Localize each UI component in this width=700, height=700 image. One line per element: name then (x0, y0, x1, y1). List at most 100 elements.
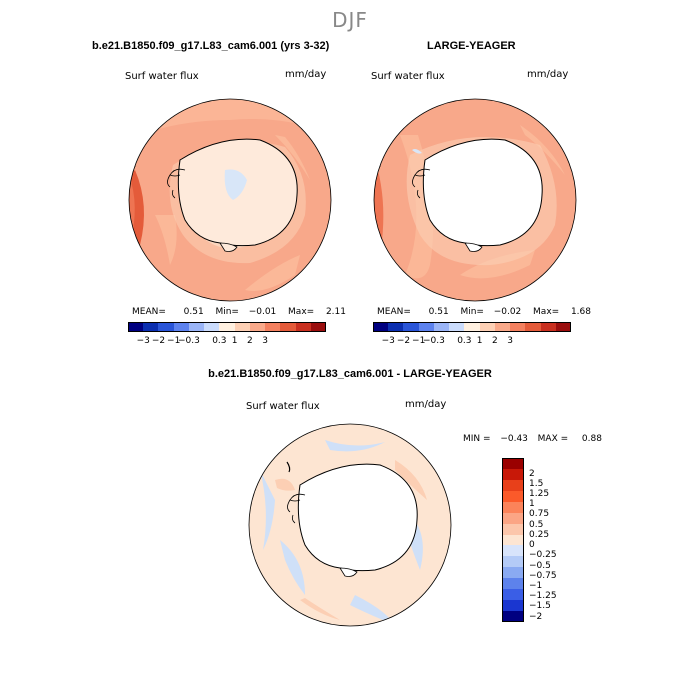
panel-b-colorbar-swatch (540, 322, 557, 332)
diff-colorbar-swatch (502, 512, 524, 525)
panel-a-max-label: Max= (288, 307, 315, 317)
panel-b-colorbar-label: 0.3 (457, 336, 472, 346)
diff-colorbar-swatch (502, 589, 524, 601)
diff-panel-title: b.e21.B1850.f09_g17.L83_cam6.001 - LARGE… (208, 368, 492, 380)
diff-colorbar-label: −0.25 (529, 550, 557, 561)
panel-b-colorbar-swatch (418, 322, 435, 332)
diff-colorbar-swatch (502, 600, 524, 612)
panel-a-min-value: −0.01 (248, 307, 277, 317)
panel-b-colorbar-swatch (388, 322, 404, 332)
panel-b-colorbar-swatch (403, 322, 420, 332)
panel-b-colorbar-label: −3 (381, 336, 395, 346)
diff-colorbar-label: 0 (529, 540, 535, 551)
panel-a-colorbar-swatch (128, 322, 144, 332)
diff-colorbar-swatch (502, 567, 524, 579)
panel-b-colorbar-label: 3 (507, 336, 513, 346)
diff-colorbar-label: 1.25 (529, 489, 550, 500)
panel-a-variable: Surf water flux (125, 71, 199, 82)
panel-a-colorbar (128, 322, 327, 332)
panel-a-title: b.e21.B1850.f09_g17.L83_cam6.001 (yrs 3-… (92, 40, 330, 52)
diff-colorbar-label: 1 (529, 499, 535, 510)
panel-a-colorbar-label: −3 (136, 336, 150, 346)
panel-b-colorbar-swatch (525, 322, 542, 332)
diff-panel-variable: Surf water flux (246, 401, 320, 412)
diff-colorbar-swatch (502, 479, 524, 492)
panel-b-colorbar-swatch (373, 322, 389, 332)
diff-colorbar-label: −2 (529, 611, 543, 622)
diff-colorbar-label: 0.5 (529, 519, 544, 530)
diff-colorbar-swatch (502, 545, 524, 557)
diff-colorbar-label: −1.25 (529, 591, 557, 602)
diff-min-label: MIN = (463, 434, 491, 444)
season-title: DJF (332, 8, 368, 32)
panel-a-colorbar-swatch (219, 322, 236, 332)
panel-b-variable: Surf water flux (371, 71, 445, 82)
diff-antarctica (297, 463, 418, 572)
panel-a-units: mm/day (285, 69, 327, 80)
panel-b-colorbar-label: −2 (396, 336, 411, 346)
diff-colorbar-label: −1 (529, 580, 543, 591)
diff-colorbar-label: 1.5 (529, 478, 544, 489)
panel-a-colorbar-swatch (188, 322, 205, 332)
diff-panel-units: mm/day (405, 399, 447, 410)
panel-b-units: mm/day (527, 69, 569, 80)
diff-colorbar-label: 0.25 (529, 529, 550, 540)
panel-a-colorbar-label: −2 (151, 336, 166, 346)
diff-colorbar-swatch (502, 501, 524, 514)
diff-colorbar-label: −0.5 (529, 560, 551, 571)
panel-a-mean-value: 0.51 (183, 307, 204, 317)
panel-b-colorbar-swatch (494, 322, 511, 332)
panel-a-colorbar-swatch (143, 322, 159, 332)
panel-a-colorbar-swatch (158, 322, 175, 332)
panel-b-colorbar-swatch (479, 322, 496, 332)
panel-b-min-value: −0.02 (493, 307, 522, 317)
panel-a-colorbar-label: 0.3 (212, 336, 227, 346)
panel-a-mean-label: MEAN= (132, 307, 166, 317)
panel-b-antarctica (422, 138, 543, 247)
diff-max-label: MAX = (537, 434, 569, 444)
panel-a-polar-map (128, 98, 332, 302)
panel-b-colorbar-swatch (433, 322, 450, 332)
diff-colorbar-labels: 2 1.5 1.25 1 0.75 0.5 0.25 0 −0.25 −0.5 −0.75 −1 −1.… (527, 458, 587, 622)
panel-a-max-value: 2.11 (325, 307, 346, 317)
panel-b-colorbar (373, 322, 572, 332)
panel-a-min-label: Min= (215, 307, 239, 317)
panel-a-colorbar-labels: −3 −2 −1 −0.3 0.3 1 2 3 (128, 336, 326, 348)
panel-a-colorbar-swatch (295, 322, 312, 332)
panel-b-colorbar-swatch (449, 322, 465, 332)
panel-a-colorbar-label: −1 (167, 336, 181, 346)
panel-b-colorbar-label: 1 (476, 336, 483, 346)
panel-b-max-label: Max= (533, 307, 560, 317)
diff-colorbar-swatch (502, 523, 524, 536)
panel-a-colorbar-label: 3 (262, 336, 268, 346)
diff-colorbar-swatch (502, 490, 524, 503)
diff-colorbar-swatch (502, 468, 524, 481)
diff-colorbar-swatch (502, 578, 524, 590)
diff-colorbar-label: −1.5 (529, 601, 551, 612)
panel-b-colorbar-labels: −3 −2 −1 −0.3 0.3 1 2 3 (373, 336, 571, 348)
panel-a-colorbar-swatch (234, 322, 251, 332)
panel-b-polar-map (373, 98, 577, 302)
diff-colorbar-swatch (502, 556, 524, 568)
diff-colorbar-swatch (502, 458, 524, 470)
panel-a-colorbar-swatch (204, 322, 220, 332)
panel-b-max-value: 1.68 (570, 307, 591, 317)
diff-colorbar-label: 2 (529, 468, 535, 479)
panel-b-min-label: Min= (460, 307, 484, 317)
panel-a-colorbar-label: 2 (246, 336, 253, 346)
panel-a-colorbar-swatch (310, 322, 327, 332)
panel-b-colorbar-label: −1 (412, 336, 426, 346)
panel-b-mean-value: 0.51 (428, 307, 449, 317)
diff-colorbar-swatch (502, 534, 524, 546)
diff-colorbar-label: 0.75 (529, 509, 550, 520)
panel-b-title: LARGE-YEAGER (427, 40, 516, 52)
panel-a-colorbar-label: −0.3 (177, 336, 200, 346)
diff-max-value: 0.88 (581, 434, 602, 444)
panel-a-colorbar-swatch (249, 322, 266, 332)
panel-b-colorbar-swatch (555, 322, 572, 332)
panel-a-colorbar-swatch (265, 322, 281, 332)
panel-b-colorbar-label: 2 (491, 336, 498, 346)
diff-colorbar (502, 458, 524, 623)
panel-b-colorbar-swatch (510, 322, 526, 332)
panel-a-colorbar-swatch (173, 322, 190, 332)
